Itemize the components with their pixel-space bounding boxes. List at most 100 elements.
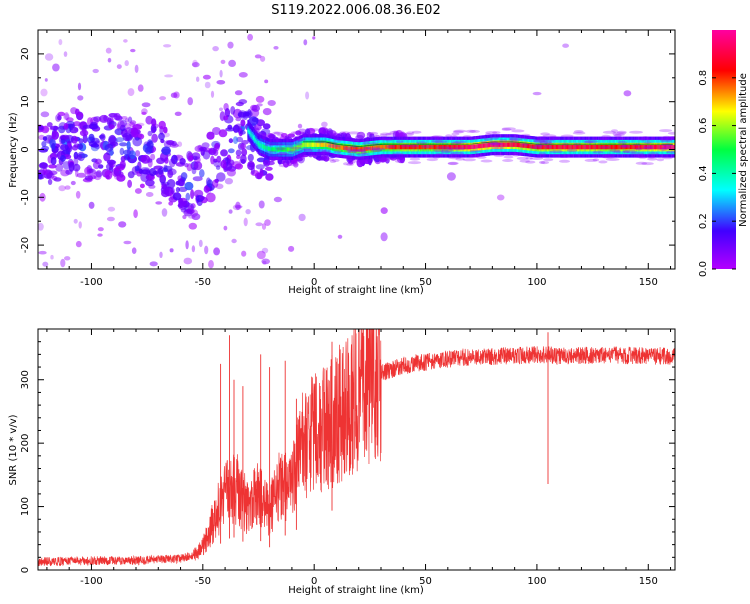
heatmap-halo — [304, 149, 313, 153]
heatmap-cell — [95, 170, 103, 178]
heatmap-noise-blob — [196, 76, 200, 82]
heatmap-cell — [66, 117, 74, 122]
heatmap-ridge-cell — [544, 145, 546, 150]
heatmap-halo — [447, 162, 458, 166]
heatmap-halo — [343, 162, 350, 166]
heatmap-ridge-cell — [658, 145, 660, 150]
heatmap-halo — [435, 153, 446, 156]
heatmap-cell — [238, 99, 248, 105]
heatmap-cell — [98, 134, 105, 139]
heatmap-noise-blob — [116, 64, 122, 69]
ridge-line — [303, 141, 673, 147]
heatmap-cell — [230, 106, 236, 115]
heatmap-cell — [161, 146, 171, 155]
heatmap-halo — [519, 159, 531, 163]
heatmap-cell — [379, 158, 387, 163]
heatmap-noise-blob — [305, 91, 310, 100]
heatmap-halo — [614, 136, 625, 140]
heatmap-ridge-cell — [572, 145, 574, 150]
heatmap-noise-blob — [273, 46, 279, 50]
heatmap-ridge-cell — [587, 145, 589, 150]
heatmap-halo — [521, 136, 533, 140]
heatmap-ridge-cell — [662, 145, 665, 150]
heatmap-halo — [392, 152, 404, 156]
heatmap-ridge-cell — [506, 142, 509, 147]
heatmap-ridge-cell — [565, 145, 568, 150]
heatmap-halo — [462, 135, 472, 139]
heatmap-halo — [400, 144, 410, 148]
heatmap-halo — [525, 160, 536, 164]
heatmap-ridge-cell — [290, 147, 293, 152]
heatmap-halo — [633, 154, 647, 158]
heatmap-halo — [543, 158, 554, 162]
heatmap-ridge-cell — [673, 145, 675, 150]
heatmap-ridge-cell — [542, 145, 544, 150]
heatmap-ridge-cell — [384, 145, 386, 150]
heatmap-ridge-cell — [364, 146, 366, 152]
heatmap-ridge-cell — [503, 142, 505, 147]
heatmap-ridge-cell — [640, 145, 642, 150]
heatmap-noise-blob — [623, 90, 632, 97]
heatmap-ridge-cell — [418, 145, 421, 150]
heatmap-ridge-cell — [389, 145, 392, 150]
heatmap-cell — [55, 114, 61, 122]
heatmap-halo — [660, 137, 673, 141]
heatmap-ridge-cell — [420, 145, 422, 150]
heatmap-cell — [91, 137, 100, 145]
heatmap-noise-blob — [44, 78, 48, 82]
heatmap-cell — [84, 166, 92, 175]
heatmap-ridge-cell — [339, 145, 342, 150]
heatmap-noise-blob — [260, 55, 266, 62]
heatmap-noise-blob — [134, 188, 142, 194]
heatmap-ridge-cell — [623, 145, 626, 150]
heatmap-halo — [593, 150, 604, 154]
heatmap-ridge-cell — [421, 145, 423, 150]
heatmap-ridge-cell — [607, 145, 609, 150]
heatmap-halo — [430, 135, 441, 139]
snr-series — [38, 329, 675, 567]
heatmap-halo — [452, 130, 464, 134]
heatmap-ridge-cell — [347, 146, 349, 151]
heatmap-halo — [538, 160, 546, 164]
heatmap-cell — [178, 199, 183, 209]
heatmap-cell — [240, 119, 246, 127]
heatmap-halo — [643, 145, 654, 149]
heatmap-ridge-cell — [310, 142, 313, 147]
heatmap-halo — [643, 146, 654, 150]
heatmap-ridge-cell — [326, 142, 328, 148]
snr-axes: -100 -50 0 50 100 150 0 100 200 300 Height of st… — [8, 328, 676, 596]
heatmap-noise-blob — [298, 213, 306, 222]
heatmap-cell — [47, 178, 53, 185]
heatmap-ridge-cell — [422, 145, 424, 150]
snr-y-ticks: 0 100 200 300 — [20, 328, 675, 573]
heatmap-ridge-cell — [423, 145, 425, 150]
heatmap-ridge-cell — [509, 142, 511, 147]
heatmap-ridge-cell — [459, 145, 461, 150]
heatmap-ridge-cell — [583, 145, 585, 150]
heatmap-noise-blob — [97, 227, 104, 232]
x-tick-label: 100 — [527, 576, 546, 587]
heatmap-ridge-cell — [577, 145, 579, 150]
heatmap-halo — [287, 150, 300, 154]
heatmap-noise-blob — [261, 223, 267, 230]
heatmap-ridge-cell — [340, 145, 343, 150]
heatmap-ridge-cell — [480, 143, 482, 149]
heatmap-ridge-cell — [464, 145, 466, 150]
heatmap-ridge-cell — [278, 147, 280, 152]
heatmap-ridge-cell — [452, 145, 454, 150]
heatmap-ridge-cell — [287, 147, 289, 152]
heatmap-halo — [511, 129, 525, 133]
heatmap-halo — [379, 132, 392, 136]
heatmap-halo — [448, 153, 459, 157]
heatmap-cell — [218, 129, 228, 138]
heatmap-ridge-cell — [604, 145, 607, 150]
heatmap-halo — [447, 161, 459, 165]
heatmap-ridge-cell — [367, 146, 369, 151]
heatmap-halo — [270, 157, 282, 161]
heatmap-ridge-cell — [529, 144, 531, 149]
heatmap-ridge-cell — [638, 145, 640, 150]
heatmap-halo — [516, 156, 529, 160]
heatmap-ridge-cell — [522, 143, 524, 148]
heatmap-ridge-cell — [446, 145, 448, 150]
heatmap-ridge-cell — [406, 145, 408, 150]
